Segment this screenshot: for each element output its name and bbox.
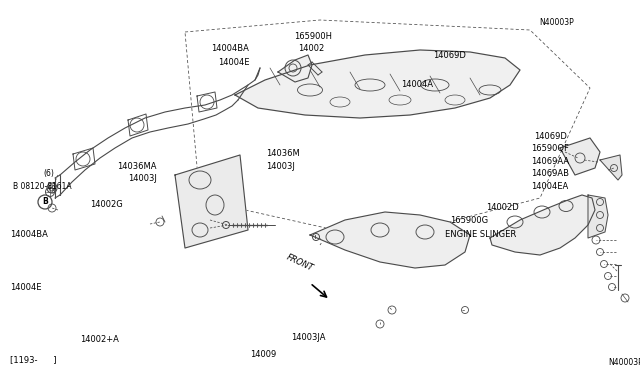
Polygon shape <box>175 155 248 248</box>
Text: ENGINE SLINGER: ENGINE SLINGER <box>445 230 516 239</box>
Text: 165900H: 165900H <box>294 32 332 41</box>
Text: 14002D: 14002D <box>486 203 519 212</box>
Polygon shape <box>278 55 312 82</box>
Text: 14002G: 14002G <box>90 200 122 209</box>
Text: 14002: 14002 <box>298 44 324 53</box>
Text: [1193-      ]: [1193- ] <box>10 355 56 364</box>
Text: 14036M: 14036M <box>266 149 300 158</box>
Text: (6): (6) <box>44 169 54 178</box>
Polygon shape <box>235 50 520 118</box>
Text: 14002+A: 14002+A <box>80 335 119 344</box>
Text: 14003JA: 14003JA <box>291 333 326 342</box>
Text: 14004A: 14004A <box>401 80 433 89</box>
Polygon shape <box>588 195 608 238</box>
Text: 14009: 14009 <box>250 350 276 359</box>
Text: 14036MA: 14036MA <box>117 162 157 171</box>
Text: 14069AB: 14069AB <box>531 169 569 178</box>
Text: 14004BA: 14004BA <box>10 230 47 239</box>
Text: N40003P: N40003P <box>540 18 574 27</box>
Text: 14003J: 14003J <box>128 174 157 183</box>
Text: 14069D: 14069D <box>433 51 465 60</box>
Text: 165900G: 165900G <box>450 216 488 225</box>
Text: B 08120-8161A: B 08120-8161A <box>13 182 72 191</box>
Polygon shape <box>600 155 622 180</box>
Text: 14004E: 14004E <box>10 283 41 292</box>
Text: 14004EA: 14004EA <box>531 182 568 191</box>
Text: 14004E: 14004E <box>218 58 249 67</box>
Polygon shape <box>310 212 470 268</box>
Text: 14069AA: 14069AA <box>531 157 570 166</box>
Text: 16590QF: 16590QF <box>531 144 569 153</box>
Polygon shape <box>490 195 595 255</box>
Text: B: B <box>42 198 48 206</box>
Text: 14003J: 14003J <box>266 162 294 171</box>
Text: 14004BA: 14004BA <box>211 44 249 53</box>
Polygon shape <box>560 138 600 175</box>
Text: 14069D: 14069D <box>534 132 567 141</box>
Text: FRONT: FRONT <box>285 253 315 273</box>
Text: N40003P: N40003P <box>608 358 640 367</box>
